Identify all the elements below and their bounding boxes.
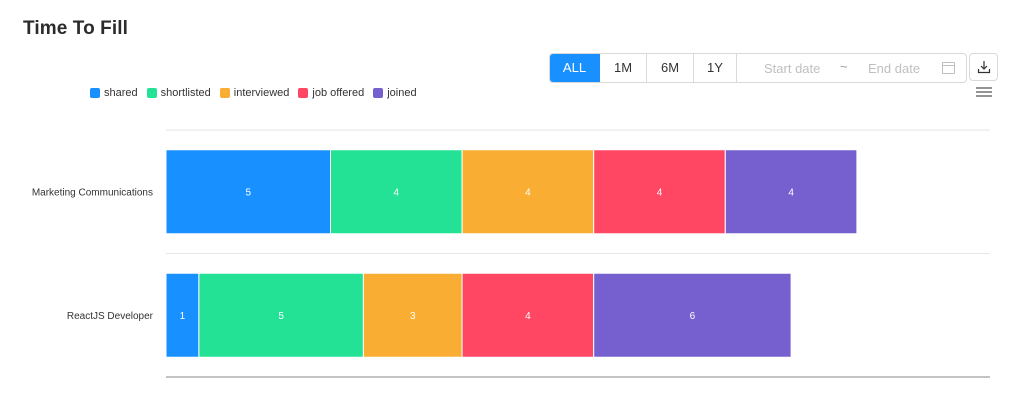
range-button-1m[interactable]: 1M [600,54,647,82]
data-label: 4 [525,311,531,322]
bar-segment-shortlisted [330,149,463,235]
legend-item-shortlisted[interactable]: shortlisted [146,87,211,99]
bar-segment-joined [593,272,792,358]
legend-swatch [90,88,100,98]
data-label: 5 [278,311,284,322]
start-date-input[interactable]: Start date [764,61,821,76]
legend-label: shortlisted [160,87,211,99]
legend-item-interviewed[interactable]: interviewed [219,87,290,99]
legend-swatch [373,88,384,98]
legend-label: interviewed [233,87,290,99]
calendar-icon[interactable] [942,62,955,74]
bar-segment-job-offered [461,272,595,358]
chart-legend: shared shortlisted interviewed job offer… [90,87,426,99]
bar-segment-interviewed [362,272,463,358]
bar-segment-shared [165,149,331,235]
legend-item-shared[interactable]: shared [90,87,138,99]
legend-item-job-offered[interactable]: job offered [298,87,364,99]
download-button[interactable] [969,53,998,81]
data-label: 6 [690,311,696,322]
legend-swatch [146,88,157,98]
data-label: 5 [245,187,251,198]
end-date-input[interactable]: End date [868,61,921,76]
range-button-1y[interactable]: 1Y [694,54,737,82]
data-label: 1 [180,311,186,322]
legend-label: job offered [312,87,365,99]
chart-title: Time To Fill [23,18,129,39]
download-icon [977,61,991,74]
date-range-picker[interactable]: Start date ~ End date [737,54,966,82]
data-label: 4 [657,187,663,198]
data-label: 4 [788,187,794,198]
legend-item-joined[interactable]: joined [373,87,417,99]
legend-swatch [219,88,230,98]
data-label: 4 [394,187,400,198]
range-button-all[interactable]: ALL [550,54,600,82]
data-label: 3 [410,311,416,322]
bar-segment-joined [724,149,858,235]
category-label: ReactJS Developer [67,311,154,322]
legend-swatch [298,88,309,98]
legend-label: shared [104,87,138,99]
bar-segment-shortlisted [198,272,364,358]
bar-segment-interviewed [461,149,595,235]
date-separator: ~ [840,59,848,74]
bar-segment-shared [165,272,200,358]
legend-label: joined [387,87,417,99]
range-button-6m[interactable]: 6M [647,54,694,82]
bar-segment-job-offered [593,149,726,235]
data-label: 4 [525,187,531,198]
category-label: Marketing Communications [32,187,153,198]
date-range-toolbar: ALL 1M 6M 1Y Start date ~ End date [549,53,967,83]
menu-icon[interactable] [976,87,992,99]
